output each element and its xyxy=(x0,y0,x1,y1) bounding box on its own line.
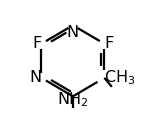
Text: NH$_2$: NH$_2$ xyxy=(57,90,89,109)
Text: N: N xyxy=(67,25,79,40)
Text: F: F xyxy=(104,36,113,51)
Text: CH$_3$: CH$_3$ xyxy=(104,69,136,87)
Text: N: N xyxy=(29,70,41,85)
Text: F: F xyxy=(32,36,41,51)
